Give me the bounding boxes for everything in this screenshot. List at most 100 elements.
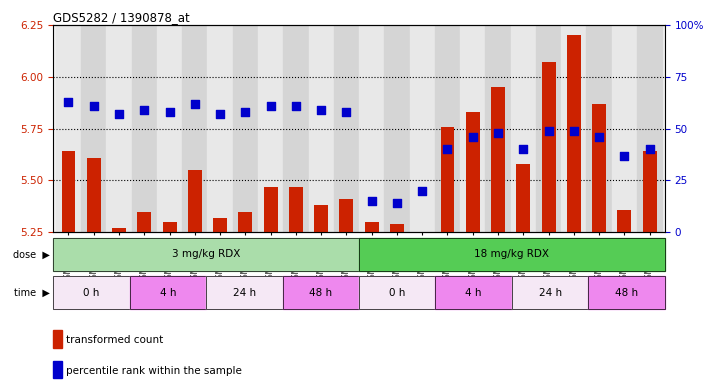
Bar [516,164,530,232]
Bar [53,238,359,271]
Point [215,111,226,117]
Bar [486,25,510,232]
Bar [208,25,232,232]
Point [63,99,74,105]
Bar [592,104,606,232]
Bar [87,158,101,232]
Bar [62,151,75,232]
Bar [129,276,206,309]
Point [139,107,150,113]
Point [366,198,378,204]
Point [113,111,124,117]
Bar [359,276,435,309]
Bar [359,25,385,232]
Bar [385,25,410,232]
Bar [617,210,631,232]
Bar [435,25,460,232]
Point [341,109,352,115]
Bar [163,222,176,232]
Bar [333,25,359,232]
Bar [314,205,328,232]
Bar [289,187,303,232]
Bar [415,232,429,237]
Bar [359,238,665,271]
Bar [213,218,227,232]
Text: transformed count: transformed count [66,335,164,345]
Point [391,200,402,206]
Bar [589,276,665,309]
Text: 18 mg/kg RDX: 18 mg/kg RDX [474,249,550,260]
Bar [238,212,252,232]
Text: 48 h: 48 h [309,288,333,298]
Text: GDS5282 / 1390878_at: GDS5282 / 1390878_at [53,11,190,24]
Point [189,101,201,107]
Point [417,188,428,194]
Point [594,134,605,140]
Bar [264,187,277,232]
Text: 24 h: 24 h [538,288,562,298]
Bar [81,25,107,232]
Bar [365,222,379,232]
Point [492,130,503,136]
Bar [283,25,309,232]
Bar [512,276,589,309]
Point [644,146,656,152]
Point [290,103,301,109]
Bar [643,151,656,232]
Point [543,127,555,134]
Bar [107,25,132,232]
Text: 3 mg/kg RDX: 3 mg/kg RDX [172,249,240,260]
Point [518,146,529,152]
Bar [129,276,206,309]
Bar [56,25,81,232]
Text: 4 h: 4 h [466,288,482,298]
Bar [512,276,589,309]
Point [164,109,175,115]
Bar [491,87,505,232]
Bar [53,276,129,309]
Point [467,134,479,140]
Bar [283,276,359,309]
Text: time  ▶: time ▶ [14,288,50,298]
Bar [182,25,208,232]
Bar [359,276,435,309]
Bar [567,35,581,232]
Text: 4 h: 4 h [160,288,176,298]
Point [88,103,100,109]
Bar [339,199,353,232]
Point [568,127,579,134]
Bar [460,25,486,232]
Bar [611,25,637,232]
Bar [435,276,512,309]
Text: 0 h: 0 h [83,288,100,298]
Bar [206,276,283,309]
Bar [53,238,359,271]
Point [442,146,453,152]
Text: 48 h: 48 h [615,288,638,298]
Point [240,109,251,115]
Bar [206,276,283,309]
Bar [390,224,404,232]
Bar [132,25,157,232]
Bar [53,276,129,309]
Bar [137,212,151,232]
Bar [410,25,435,232]
Point [619,152,630,159]
Bar [589,276,665,309]
Text: 24 h: 24 h [232,288,256,298]
Text: percentile rank within the sample: percentile rank within the sample [66,366,242,376]
Bar [258,25,283,232]
Bar [466,112,480,232]
Bar [232,25,258,232]
Bar [441,127,454,232]
Bar [542,62,555,232]
Point [265,103,277,109]
Bar [188,170,202,232]
Bar [536,25,561,232]
Point [316,107,327,113]
Bar [112,228,126,232]
Text: dose  ▶: dose ▶ [13,249,50,260]
Bar [157,25,182,232]
Bar [309,25,333,232]
Bar [587,25,611,232]
